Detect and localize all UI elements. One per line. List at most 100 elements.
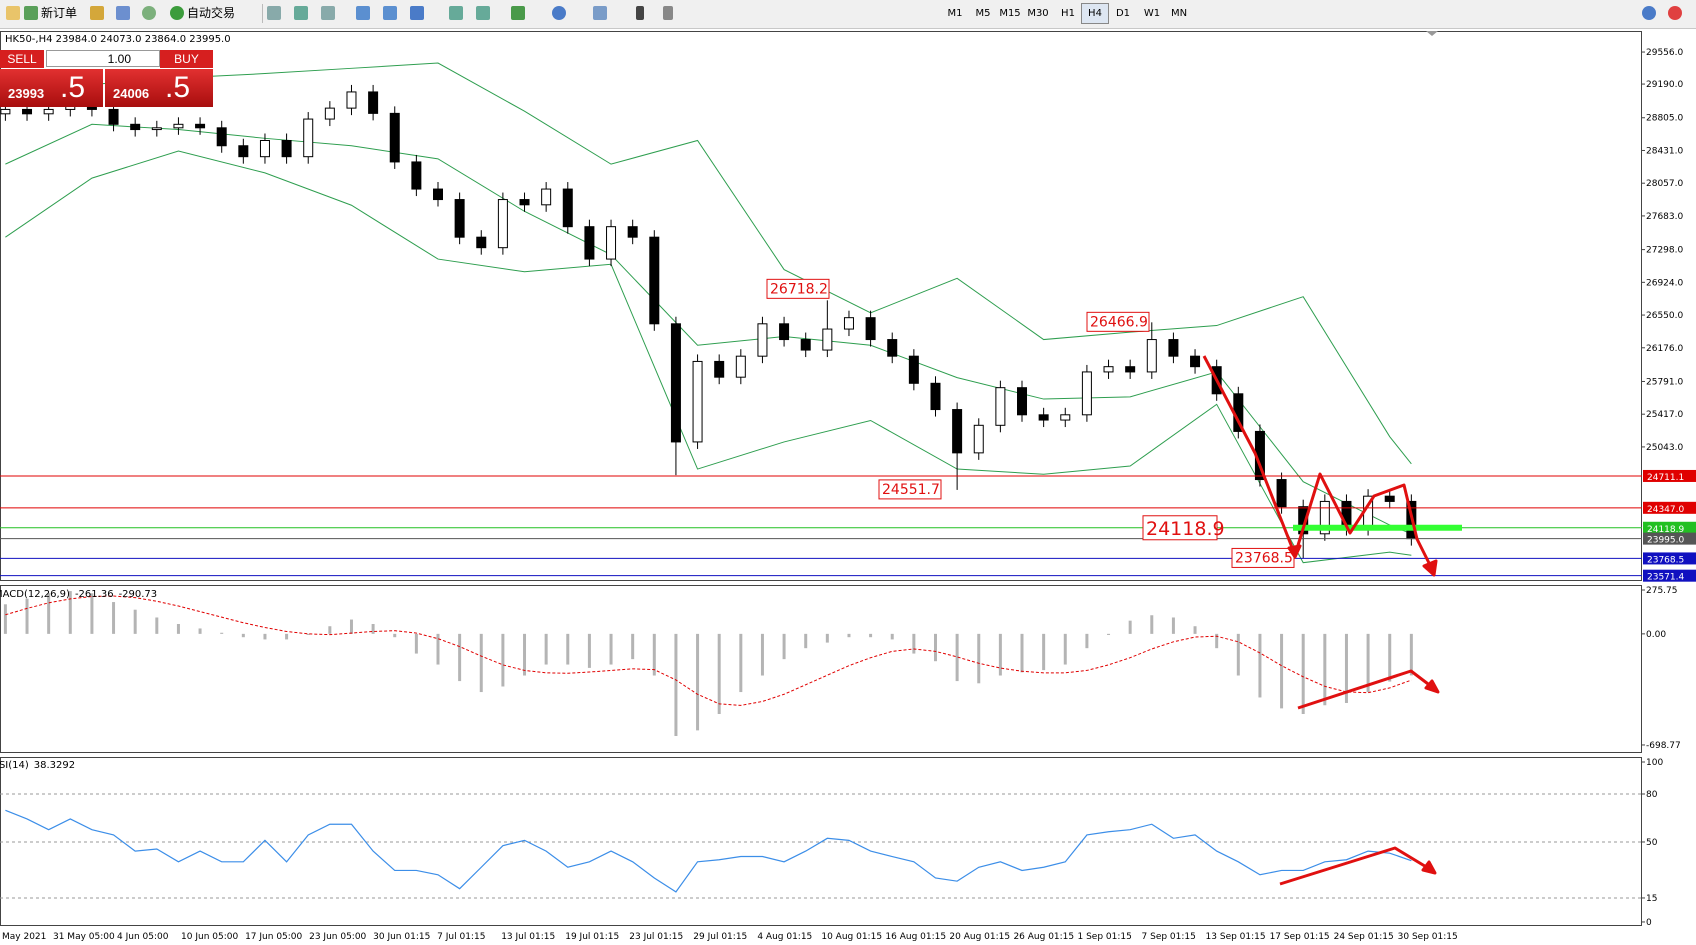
auto-trading-label: 自动交易 <box>187 6 236 20</box>
candle-body <box>43 108 54 115</box>
candle-body <box>324 107 335 120</box>
candle-body <box>908 355 919 384</box>
candle-body <box>1190 355 1201 368</box>
candle-body <box>216 127 227 147</box>
timeframe-button[interactable]: M5 <box>975 8 991 19</box>
candle-body <box>541 188 552 206</box>
candle-body <box>584 226 595 260</box>
arrow-head <box>1287 544 1302 559</box>
y-tick-label: 25043.0 <box>1646 443 1683 453</box>
annotation: 23768.5 <box>1235 550 1293 566</box>
search-icon[interactable] <box>1642 4 1659 23</box>
annotation: 24551.7 <box>882 482 940 498</box>
toolbar-icon[interactable] <box>90 4 107 23</box>
x-tick-label: May 2021 <box>2 932 46 942</box>
candle-body <box>346 91 357 109</box>
toolbar-icon[interactable] <box>6 4 23 23</box>
candle-body <box>454 199 465 238</box>
timeframe-button[interactable]: M15 <box>999 8 1021 19</box>
y-tick-label: 80 <box>1646 790 1658 800</box>
candle-body <box>1017 387 1028 416</box>
arrow-head <box>1422 559 1438 577</box>
timeframe-button[interactable]: M1 <box>947 8 963 19</box>
candle-body <box>995 387 1006 426</box>
price-level-box <box>1643 501 1696 514</box>
new-order-button[interactable]: 新订单 <box>24 4 77 23</box>
price-level-box <box>1643 521 1696 534</box>
y-tick-label: 28431.0 <box>1646 146 1683 156</box>
x-tick-label: 30 Sep 01:15 <box>1398 932 1458 942</box>
y-tick-label: 25791.0 <box>1646 377 1683 387</box>
x-tick-label: 30 Jun 01:15 <box>373 932 430 942</box>
candle-body <box>822 328 833 351</box>
candle-body <box>130 123 141 131</box>
tool-icons <box>262 4 823 23</box>
candle-body <box>757 323 768 357</box>
candle-body <box>1125 366 1136 373</box>
timeframe-button[interactable]: H1 <box>1061 8 1075 19</box>
candle-body <box>497 199 508 249</box>
buy-price[interactable]: 24006 .5 <box>105 69 213 107</box>
notification-icon[interactable] <box>1668 4 1685 23</box>
price-level-label: 23995.0 <box>1647 536 1684 546</box>
timeframe-button[interactable]: H4 <box>1081 3 1109 24</box>
trend-arrow <box>1202 355 1435 572</box>
candle-body <box>1298 506 1309 535</box>
y-tick-label: 0.00 <box>1646 630 1666 640</box>
x-tick-label: 7 Jul 01:15 <box>437 932 485 942</box>
y-tick-label: 29556.0 <box>1646 48 1683 58</box>
candle-body <box>800 339 811 351</box>
candle-body <box>433 188 443 201</box>
timeframe-button[interactable]: D1 <box>1115 8 1131 19</box>
candle-body <box>476 236 487 249</box>
bollinger-lower <box>5 150 1412 564</box>
annotation-box <box>1142 515 1218 541</box>
candle-body <box>173 123 184 129</box>
shift-marker <box>1426 31 1438 36</box>
lots-input[interactable]: 1.00 <box>46 50 160 67</box>
rsi-line <box>5 809 1412 893</box>
timeframe-button[interactable]: W1 <box>1143 8 1161 19</box>
y-tick-label: 15 <box>1646 894 1657 904</box>
toolbar-icon[interactable] <box>116 4 133 23</box>
x-tick-label: 23 Jun 05:00 <box>309 932 366 942</box>
candle-body <box>519 199 530 206</box>
toolbar-icon[interactable] <box>142 4 159 23</box>
price-level-label: 24347.0 <box>1647 505 1684 515</box>
candle-body <box>627 226 638 238</box>
auto-trading-button[interactable]: 自动交易 <box>170 4 235 23</box>
candle-body <box>22 108 33 115</box>
price-level-box <box>1643 552 1696 565</box>
timeframe-button[interactable]: M30 <box>1027 8 1049 19</box>
candle-body <box>1276 479 1287 508</box>
buy-button[interactable]: BUY <box>160 50 213 68</box>
user-drawings <box>1202 355 1440 886</box>
y-tick-label: 26176.0 <box>1646 344 1683 354</box>
annotation-box <box>878 479 942 500</box>
price-level-label: 23571.4 <box>1647 573 1684 583</box>
y-tick-label: 27683.0 <box>1646 212 1683 222</box>
y-tick-label: 26550.0 <box>1646 311 1683 321</box>
candle-body <box>670 323 681 443</box>
sell-button[interactable]: SELL <box>0 50 44 68</box>
sell-price[interactable]: 23993 .5 <box>0 69 103 107</box>
candle-body <box>952 409 963 454</box>
x-tick-label: 7 Sep 01:15 <box>1142 932 1196 942</box>
candle-body <box>1081 371 1092 416</box>
candle-body <box>606 226 617 260</box>
candle-body <box>303 118 314 158</box>
candle-body <box>1384 495 1395 502</box>
candle-body <box>1038 414 1049 421</box>
price-level-label: 24711.1 <box>1647 473 1684 483</box>
candle-body <box>692 360 703 443</box>
timeframe-button[interactable]: MN <box>1170 8 1188 19</box>
candle-body <box>281 139 292 158</box>
x-tick-label: 13 Jul 01:15 <box>501 932 555 942</box>
annotation-box <box>1086 311 1150 332</box>
candle-body <box>649 236 660 325</box>
x-tick-label: 23 Jul 01:15 <box>629 932 683 942</box>
candle-body <box>1319 500 1330 535</box>
new-order-label: 新订单 <box>41 6 78 20</box>
candle-body <box>195 123 206 129</box>
